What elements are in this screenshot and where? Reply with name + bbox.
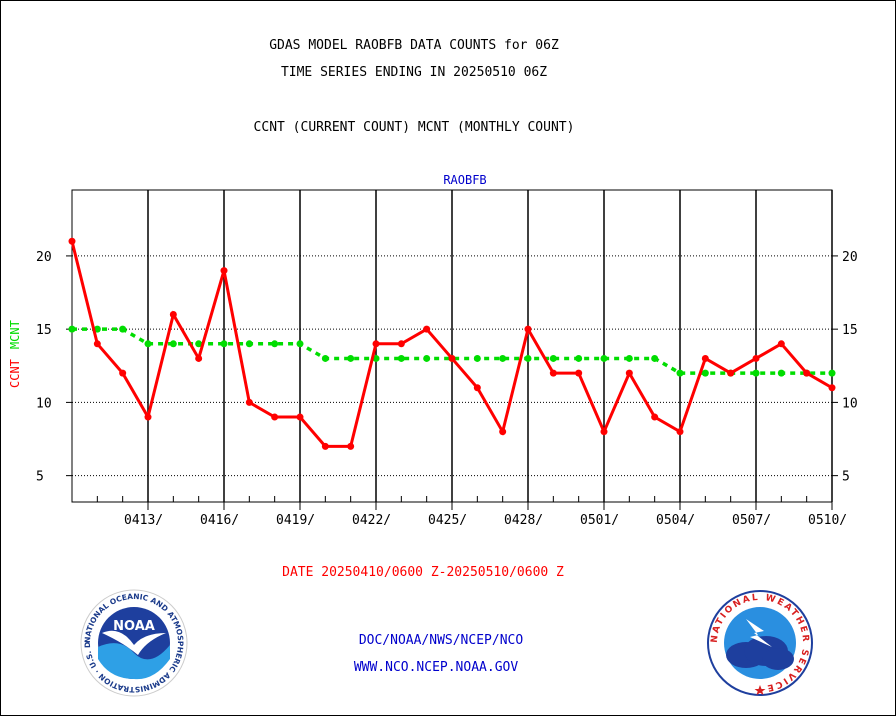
point-ccnt [651, 413, 659, 421]
point-ccnt [169, 311, 177, 319]
point-mcnt [195, 340, 203, 348]
point-mcnt [423, 354, 431, 362]
nws-logo: NATIONAL WEATHER SERVICE [707, 590, 813, 696]
noaa-logo: NATIONAL OCEANIC AND ATMOSPHERIC ADMINIS… [80, 589, 188, 697]
org-label: DOC/NOAA/NWS/NCEP/NCO [358, 633, 524, 648]
y-tick-label-right: 10 [842, 396, 858, 411]
point-mcnt [347, 354, 355, 362]
x-tick-label: 0422/ [352, 513, 391, 528]
date-range-label: DATE 20250410/0600 Z-20250510/0600 Z [282, 565, 564, 580]
svg-text:NOAA: NOAA [113, 619, 155, 634]
x-tick-label: 0413/ [124, 513, 163, 528]
point-ccnt [93, 340, 101, 348]
point-mcnt [119, 325, 127, 333]
x-tick-label: 0504/ [656, 513, 695, 528]
point-ccnt [777, 340, 785, 348]
point-mcnt [625, 354, 633, 362]
y-tick-label-right: 15 [842, 323, 858, 338]
point-mcnt [144, 340, 152, 348]
x-tick-label: 0507/ [732, 513, 771, 528]
y-tick-label: 15 [36, 323, 52, 338]
x-tick-label: 0510/ [808, 513, 847, 528]
point-ccnt [828, 384, 836, 392]
point-ccnt [144, 413, 152, 421]
x-tick-label: 0501/ [580, 513, 619, 528]
y-tick-label: 10 [36, 396, 52, 411]
y-axis-label-ccnt: CCNT [8, 359, 22, 388]
point-mcnt [549, 354, 557, 362]
x-tick-label: 0425/ [428, 513, 467, 528]
point-mcnt [220, 340, 228, 348]
point-mcnt [245, 340, 253, 348]
chart-subtitle: CCNT (CURRENT COUNT) MCNT (MONTHLY COUNT… [253, 120, 575, 135]
point-mcnt [651, 354, 659, 362]
point-ccnt [347, 442, 355, 450]
point-ccnt [625, 369, 633, 377]
point-mcnt [321, 354, 329, 362]
point-ccnt [119, 369, 127, 377]
point-ccnt [499, 428, 507, 436]
point-ccnt [676, 428, 684, 436]
plot-title: RAOBFB [443, 173, 486, 187]
point-mcnt [499, 354, 507, 362]
y-tick-label: 5 [36, 470, 44, 485]
point-mcnt [752, 369, 760, 377]
y-tick-label-right: 5 [842, 470, 850, 485]
point-mcnt [575, 354, 583, 362]
point-ccnt [473, 384, 481, 392]
point-ccnt [372, 340, 380, 348]
point-ccnt [803, 369, 811, 377]
point-ccnt [448, 354, 456, 362]
point-mcnt [676, 369, 684, 377]
point-ccnt [296, 413, 304, 421]
point-mcnt [169, 340, 177, 348]
point-ccnt [423, 325, 431, 333]
point-mcnt [701, 369, 709, 377]
point-mcnt [271, 340, 279, 348]
point-ccnt [524, 325, 532, 333]
point-mcnt [296, 340, 304, 348]
point-ccnt [701, 354, 709, 362]
point-mcnt [473, 354, 481, 362]
point-ccnt [271, 413, 279, 421]
y-tick-label: 20 [36, 250, 52, 265]
y-tick-label-right: 20 [842, 250, 858, 265]
x-tick-label: 0416/ [200, 513, 239, 528]
point-ccnt [600, 428, 608, 436]
website-label: WWW.NCO.NCEP.NOAA.GOV [353, 660, 519, 675]
y-axis-label-mcnt: MCNT [8, 320, 22, 349]
point-mcnt [600, 354, 608, 362]
point-ccnt [575, 369, 583, 377]
point-ccnt [68, 237, 76, 245]
point-ccnt [549, 369, 557, 377]
point-ccnt [220, 267, 228, 275]
x-tick-label: 0419/ [276, 513, 315, 528]
point-ccnt [397, 340, 405, 348]
point-mcnt [524, 354, 532, 362]
point-mcnt [397, 354, 405, 362]
point-ccnt [752, 354, 760, 362]
point-mcnt [68, 325, 76, 333]
point-ccnt [195, 354, 203, 362]
y-axis-label: CCNT MCNT [8, 320, 22, 388]
point-ccnt [727, 369, 735, 377]
point-mcnt [777, 369, 785, 377]
point-mcnt [828, 369, 836, 377]
chart-title-line1: GDAS MODEL RAOBFB DATA COUNTS for 06Z [269, 38, 559, 53]
chart-title-line2: TIME SERIES ENDING IN 20250510 06Z [280, 65, 548, 80]
x-tick-label: 0428/ [504, 513, 543, 528]
point-ccnt [321, 442, 329, 450]
point-ccnt [245, 398, 253, 406]
